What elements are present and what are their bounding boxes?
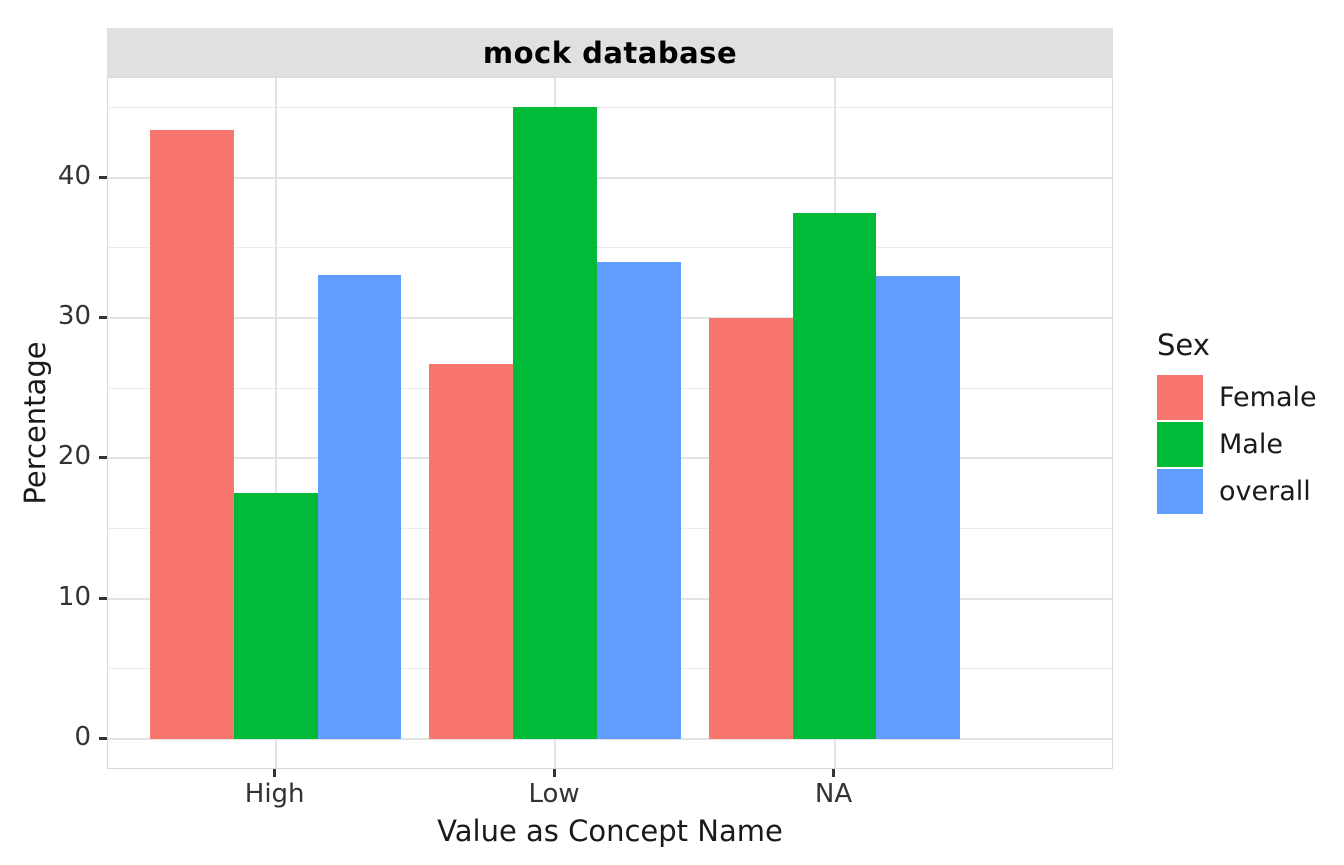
gridline-major: [108, 738, 1112, 741]
legend: Sex Female Male overall: [1157, 328, 1317, 516]
x-tick-label: NA: [814, 779, 853, 809]
x-tick-label: Low: [528, 779, 580, 809]
bar-overall-high: [317, 274, 402, 740]
x-tick-label: High: [244, 779, 305, 809]
bar-male-na: [792, 212, 877, 740]
x-tick-mark: [832, 769, 836, 777]
bar-overall-low: [597, 261, 681, 740]
legend-item-overall: overall: [1157, 469, 1317, 514]
facet-strip: mock database: [107, 28, 1113, 77]
gridline-minor: [108, 247, 1112, 249]
plot-panel: [107, 77, 1113, 769]
bar-female-low: [429, 364, 514, 740]
bar-male-high: [233, 493, 318, 740]
chart-title: mock database: [482, 35, 738, 70]
x-tick-mark: [273, 769, 277, 777]
legend-key-swatch: [1157, 422, 1203, 467]
x-axis-title: Value as Concept Name: [437, 814, 783, 848]
y-tick-mark: [99, 596, 107, 600]
gridline-vertical: [274, 78, 277, 768]
y-tick-label: 20: [57, 441, 91, 472]
bar-male-low: [513, 107, 598, 740]
bar-female-high: [149, 129, 234, 740]
y-tick-mark: [99, 316, 107, 320]
gridline-minor: [108, 106, 1112, 108]
legend-items: Female Male overall: [1157, 375, 1317, 514]
bar-overall-na: [876, 275, 961, 740]
y-axis-title: Percentage: [18, 341, 52, 505]
y-tick-label: 40: [57, 160, 91, 191]
legend-label: Female: [1219, 382, 1317, 413]
legend-label: overall: [1219, 476, 1311, 507]
legend-key-swatch: [1157, 469, 1203, 514]
bar-female-na: [708, 318, 793, 740]
legend-item-female: Female: [1157, 375, 1317, 420]
y-tick-label: 10: [57, 581, 91, 612]
y-tick-label: 30: [57, 300, 91, 331]
y-tick-label: 0: [74, 721, 91, 752]
gridline-major: [108, 176, 1112, 179]
y-tick-mark: [99, 175, 107, 179]
y-tick-mark: [99, 456, 107, 460]
legend-title: Sex: [1157, 328, 1210, 362]
y-tick-mark: [99, 737, 107, 741]
x-tick-mark: [552, 769, 556, 777]
legend-label: Male: [1219, 429, 1283, 460]
legend-key-swatch: [1157, 375, 1203, 420]
legend-item-male: Male: [1157, 422, 1317, 467]
